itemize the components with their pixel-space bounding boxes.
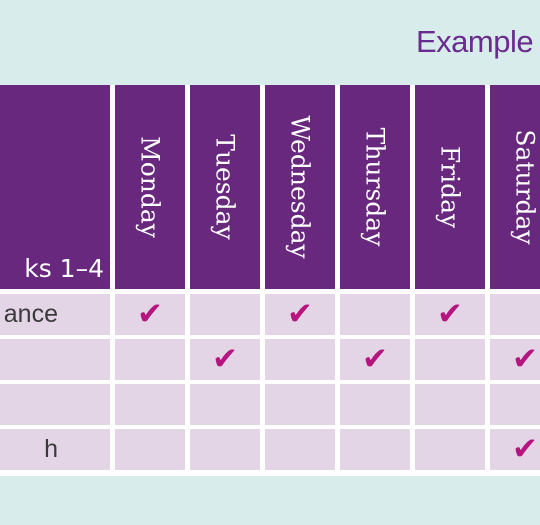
schedule-cell xyxy=(415,429,485,470)
schedule-cell: ✔ xyxy=(340,339,410,380)
schedule-cell: ✔ xyxy=(490,429,540,470)
day-label: Tuesday xyxy=(210,134,240,240)
schedule-cell xyxy=(340,294,410,335)
schedule-cell: ✔ xyxy=(415,294,485,335)
schedule-cell: ✔ xyxy=(190,339,260,380)
schedule-cell xyxy=(340,384,410,425)
schedule-cell: ✔ xyxy=(490,339,540,380)
schedule-cell: ✔ xyxy=(115,294,185,335)
schedule-cell xyxy=(115,384,185,425)
schedule-cell xyxy=(265,339,335,380)
schedule-cell xyxy=(490,384,540,425)
row-label-cell: ance xyxy=(0,294,110,335)
checkmark-icon: ✔ xyxy=(437,296,463,332)
schedule-cell xyxy=(190,429,260,470)
row-label-cell: h xyxy=(0,429,110,470)
day-header-tuesday: Tuesday xyxy=(190,85,260,289)
checkmark-icon: ✔ xyxy=(362,341,388,377)
day-header-wednesday: Wednesday xyxy=(265,85,335,289)
schedule-cell xyxy=(415,339,485,380)
day-label: Saturday xyxy=(510,129,540,245)
schedule-cell xyxy=(190,384,260,425)
activity-label: ance xyxy=(3,300,58,328)
schedule-cell xyxy=(340,429,410,470)
day-label: Friday xyxy=(435,145,465,229)
row-label-cell xyxy=(0,339,110,380)
checkmark-icon: ✔ xyxy=(512,431,538,467)
schedule-cell xyxy=(115,429,185,470)
example-title: Example xyxy=(416,24,534,59)
schedule-cell xyxy=(115,339,185,380)
schedule-cell xyxy=(265,429,335,470)
checkmark-icon: ✔ xyxy=(512,341,538,377)
checkmark-icon: ✔ xyxy=(287,296,313,332)
checkmark-icon: ✔ xyxy=(137,296,163,332)
checkmark-icon: ✔ xyxy=(212,341,238,377)
schedule-table: ks 1–4 Monday Tuesday Wednesday Thursday Frid… xyxy=(0,85,540,476)
schedule-cell xyxy=(265,384,335,425)
schedule-cell xyxy=(490,294,540,335)
weeks-label: ks 1–4 xyxy=(24,254,104,283)
schedule-cell: ✔ xyxy=(265,294,335,335)
row-label-cell xyxy=(0,384,110,425)
schedule-cell xyxy=(190,294,260,335)
day-header-friday: Friday xyxy=(415,85,485,289)
day-label: Thursday xyxy=(360,127,390,247)
day-header-monday: Monday xyxy=(115,85,185,289)
schedule-cell xyxy=(415,384,485,425)
day-label: Wednesday xyxy=(285,115,315,259)
day-header-saturday: Saturday xyxy=(490,85,540,289)
header-corner-cell: ks 1–4 xyxy=(0,85,110,289)
activity-label: h xyxy=(44,435,58,463)
day-header-thursday: Thursday xyxy=(340,85,410,289)
day-label: Monday xyxy=(135,136,165,238)
